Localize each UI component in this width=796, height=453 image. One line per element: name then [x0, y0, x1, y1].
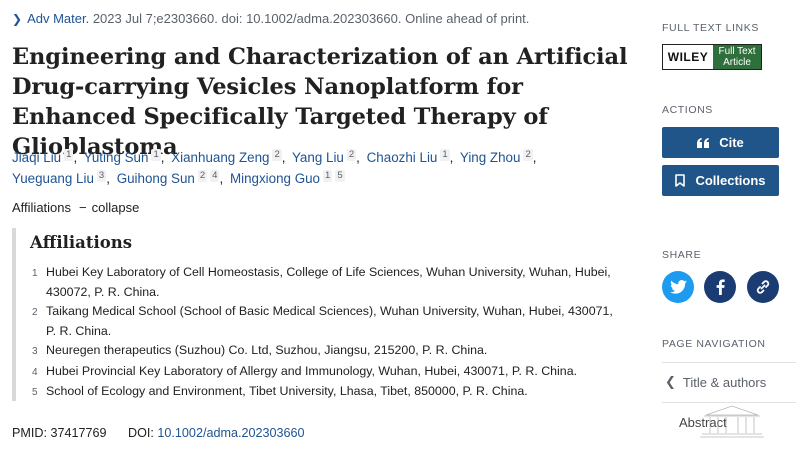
affiliation-number[interactable]: 5: [335, 170, 345, 182]
wiley-line1: Full Text: [718, 46, 756, 57]
page-navigation-label: PAGE NAVIGATION: [662, 338, 766, 350]
affiliation-item-number: 4: [32, 366, 38, 378]
minus-icon[interactable]: −: [79, 200, 87, 215]
wiley-logo: WILEY: [663, 45, 713, 69]
twitter-share-button[interactable]: [662, 271, 694, 303]
quote-icon: [697, 137, 710, 148]
bookmark-icon: [675, 174, 686, 187]
collapse-link[interactable]: collapse: [91, 200, 140, 215]
affiliation-item-text: Hubei Provincial Key Laboratory of Aller…: [46, 363, 578, 378]
affiliation-number[interactable]: 1: [151, 149, 161, 161]
affiliation-number[interactable]: 2: [346, 149, 357, 161]
affiliation-item-number: 3: [32, 346, 38, 357]
affiliation-number[interactable]: 3: [96, 170, 107, 182]
affiliation-number[interactable]: 1: [323, 170, 333, 182]
journal-link[interactable]: Adv Mater.: [27, 11, 90, 26]
affiliations-toggle-label: Affiliations: [12, 200, 72, 215]
wiley-full-text-label: Full Text Article: [713, 45, 761, 69]
pmid-label: PMID:: [12, 426, 47, 440]
affiliation-item: 3 Neuregen therapeutics (Suzhou) Co. Ltd,…: [32, 341, 622, 362]
author-separator: ,: [73, 150, 78, 165]
doi-link[interactable]: 10.1002/adma.202303660: [157, 426, 305, 440]
chevron-right-icon[interactable]: ❯: [12, 12, 23, 26]
author-link[interactable]: Yuting Sun 1: [83, 149, 161, 165]
author-separator: ,: [356, 150, 360, 165]
author-separator: ,: [160, 150, 165, 165]
affiliation-item-text: Taikang Medical School (School of Basic …: [46, 304, 613, 338]
affiliation-item: 4 Hubei Provincial Key Laboratory of Alle…: [32, 362, 622, 383]
building-watermark-icon: [700, 405, 764, 438]
actions-label: ACTIONS: [662, 104, 713, 116]
affiliation-item-text: School of Ecology and Environment, Tibet…: [46, 384, 528, 398]
author-separator: ,: [449, 150, 454, 165]
facebook-share-button[interactable]: [704, 271, 736, 303]
author-link[interactable]: Yang Liu 2: [292, 149, 357, 165]
twitter-icon: [669, 280, 687, 294]
article-title: Engineering and Characterization of an A…: [12, 44, 628, 160]
affiliation-number[interactable]: 2: [523, 149, 533, 161]
facebook-icon: [716, 279, 725, 295]
author-link[interactable]: Guihong Sun 2 4: [116, 170, 220, 186]
wiley-full-text-button[interactable]: WILEY Full Text Article: [662, 44, 762, 70]
author-separator: ,: [281, 150, 286, 165]
affiliations-list: 1 Hubei Key Laboratory of Cell Homeostasi…: [32, 263, 622, 403]
affiliation-item-number: 5: [32, 387, 38, 398]
share-label: SHARE: [662, 249, 702, 261]
author-link[interactable]: Jiaqi Liu 1: [12, 149, 74, 165]
affiliations-toggle: Affiliations − collapse: [12, 200, 139, 215]
collections-button[interactable]: Collections: [662, 165, 779, 196]
author-name[interactable]: Guihong Sun: [116, 171, 195, 186]
doi-label: DOI:: [128, 426, 154, 440]
pmid-value: 37417769: [50, 426, 107, 440]
affiliation-item-number: 1: [32, 268, 38, 279]
nav-item-label: Abstract: [679, 414, 727, 430]
copy-link-button[interactable]: [747, 271, 779, 303]
nav-item-title-authors[interactable]: ❮ Title & authors: [662, 362, 796, 401]
affiliation-item-text: Hubei Key Laboratory of Cell Homeostasis…: [46, 265, 611, 299]
author-name[interactable]: Mingxiong Guo: [229, 171, 321, 186]
citation-details: 2023 Jul 7;e2303660. doi: 10.1002/adma.2…: [92, 11, 530, 26]
affiliation-number[interactable]: 4: [210, 170, 220, 182]
author-name[interactable]: Ying Zhou: [459, 150, 521, 165]
citation-line: ❯ Adv Mater. 2023 Jul 7;e2303660. doi: 10…: [12, 11, 529, 26]
affiliation-number[interactable]: 2: [197, 170, 208, 182]
wiley-line2: Article: [723, 57, 751, 68]
affiliations-heading: Affiliations: [30, 233, 133, 252]
affiliation-number[interactable]: 1: [64, 149, 74, 161]
identifiers: PMID: 37417769 DOI: 10.1002/adma.2023036…: [12, 426, 304, 440]
affiliations-panel: Affiliations 1 Hubei Key Laboratory of Ce…: [12, 228, 632, 401]
cite-button[interactable]: Cite: [662, 127, 779, 158]
author-name[interactable]: Jiaqi Liu: [12, 150, 62, 165]
affiliation-item: 1 Hubei Key Laboratory of Cell Homeostasi…: [32, 263, 622, 302]
author-link[interactable]: Xianhuang Zeng 2: [171, 149, 282, 165]
affiliation-number[interactable]: 2: [272, 149, 282, 161]
author-separator: ,: [106, 171, 110, 186]
nav-item-label: Title & authors: [682, 374, 767, 390]
author-name[interactable]: Xianhuang Zeng: [171, 150, 270, 165]
author-separator: ,: [532, 150, 537, 165]
author-link[interactable]: Mingxiong Guo 1 5: [229, 170, 345, 186]
nav-item-abstract[interactable]: Abstract: [662, 402, 796, 441]
affiliation-item-number: 2: [32, 307, 38, 318]
cite-label: Cite: [719, 135, 744, 150]
author-name[interactable]: Chaozhi Liu: [366, 150, 438, 165]
author-link[interactable]: Ying Zhou 2: [459, 149, 533, 165]
author-name[interactable]: Yuting Sun: [83, 150, 149, 165]
author-name[interactable]: Yueguang Liu: [12, 171, 94, 186]
affiliation-item: 2 Taikang Medical School (School of Basic…: [32, 302, 622, 341]
author-separator: ,: [219, 171, 224, 186]
affiliation-item-text: Neuregen therapeutics (Suzhou) Co. Ltd, …: [46, 343, 488, 357]
collections-label: Collections: [695, 173, 766, 188]
full-text-links-label: FULL TEXT LINKS: [662, 22, 759, 34]
chevron-left-icon: ❮: [665, 374, 676, 389]
author-link[interactable]: Chaozhi Liu 1: [366, 149, 450, 165]
link-icon: [756, 280, 770, 294]
author-link[interactable]: Yueguang Liu 3: [12, 170, 107, 186]
author-name[interactable]: Yang Liu: [292, 150, 344, 165]
affiliation-item: 5 School of Ecology and Environment, Tibe…: [32, 382, 622, 403]
authors-list: Jiaqi Liu 1, Yuting Sun 1, Xianhuang Zeng 2…: [12, 147, 622, 189]
affiliation-number[interactable]: 1: [440, 149, 450, 161]
